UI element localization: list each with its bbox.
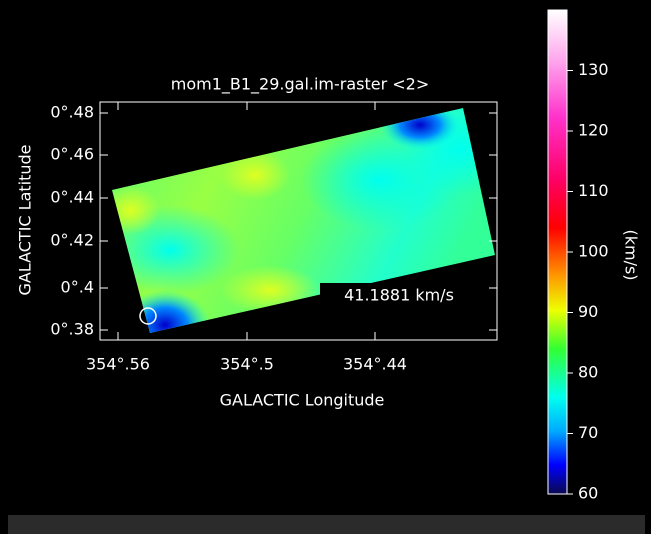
x-tick-label: 354°.5 — [220, 355, 274, 374]
x-axis-label: GALACTIC Longitude — [220, 391, 385, 410]
x-tick-label: 354°.44 — [343, 355, 407, 374]
y-tick-label: 0°.46 — [50, 145, 94, 164]
colorbar-tick-label: 130 — [578, 60, 609, 79]
colorbar — [548, 10, 567, 494]
raster — [100, 100, 515, 360]
y-tick-label: 0°.44 — [50, 188, 94, 207]
y-tick-label: 0°.42 — [50, 231, 94, 250]
colorbar-tick-label: 90 — [578, 302, 598, 321]
y-tick-label: 0°.4 — [61, 278, 94, 297]
y-axis-label: GALACTIC Latitude — [16, 144, 35, 295]
colorbar-tick-label: 80 — [578, 363, 598, 382]
colorbar-tick-label: 100 — [578, 242, 609, 261]
status-bar — [8, 515, 645, 534]
colorbar-tick-label: 70 — [578, 423, 598, 442]
plot-title: mom1_B1_29.gal.im-raster <2> — [171, 75, 430, 95]
viewer: 41.1881 km/s mom1_B1_29.gal.im-raster <2… — [0, 0, 651, 534]
y-tick-label: 0°.38 — [50, 320, 94, 339]
y-tick-label: 0°.48 — [50, 103, 94, 122]
x-tick-label: 354°.56 — [86, 355, 150, 374]
colorbar-tick-label: 60 — [578, 484, 598, 503]
colorbar-tick-label: 110 — [578, 181, 609, 200]
cursor-value: 41.1881 km/s — [344, 286, 454, 305]
colorbar-tick-label: 120 — [578, 121, 609, 140]
colorbar-label: (km/s) — [622, 229, 641, 280]
